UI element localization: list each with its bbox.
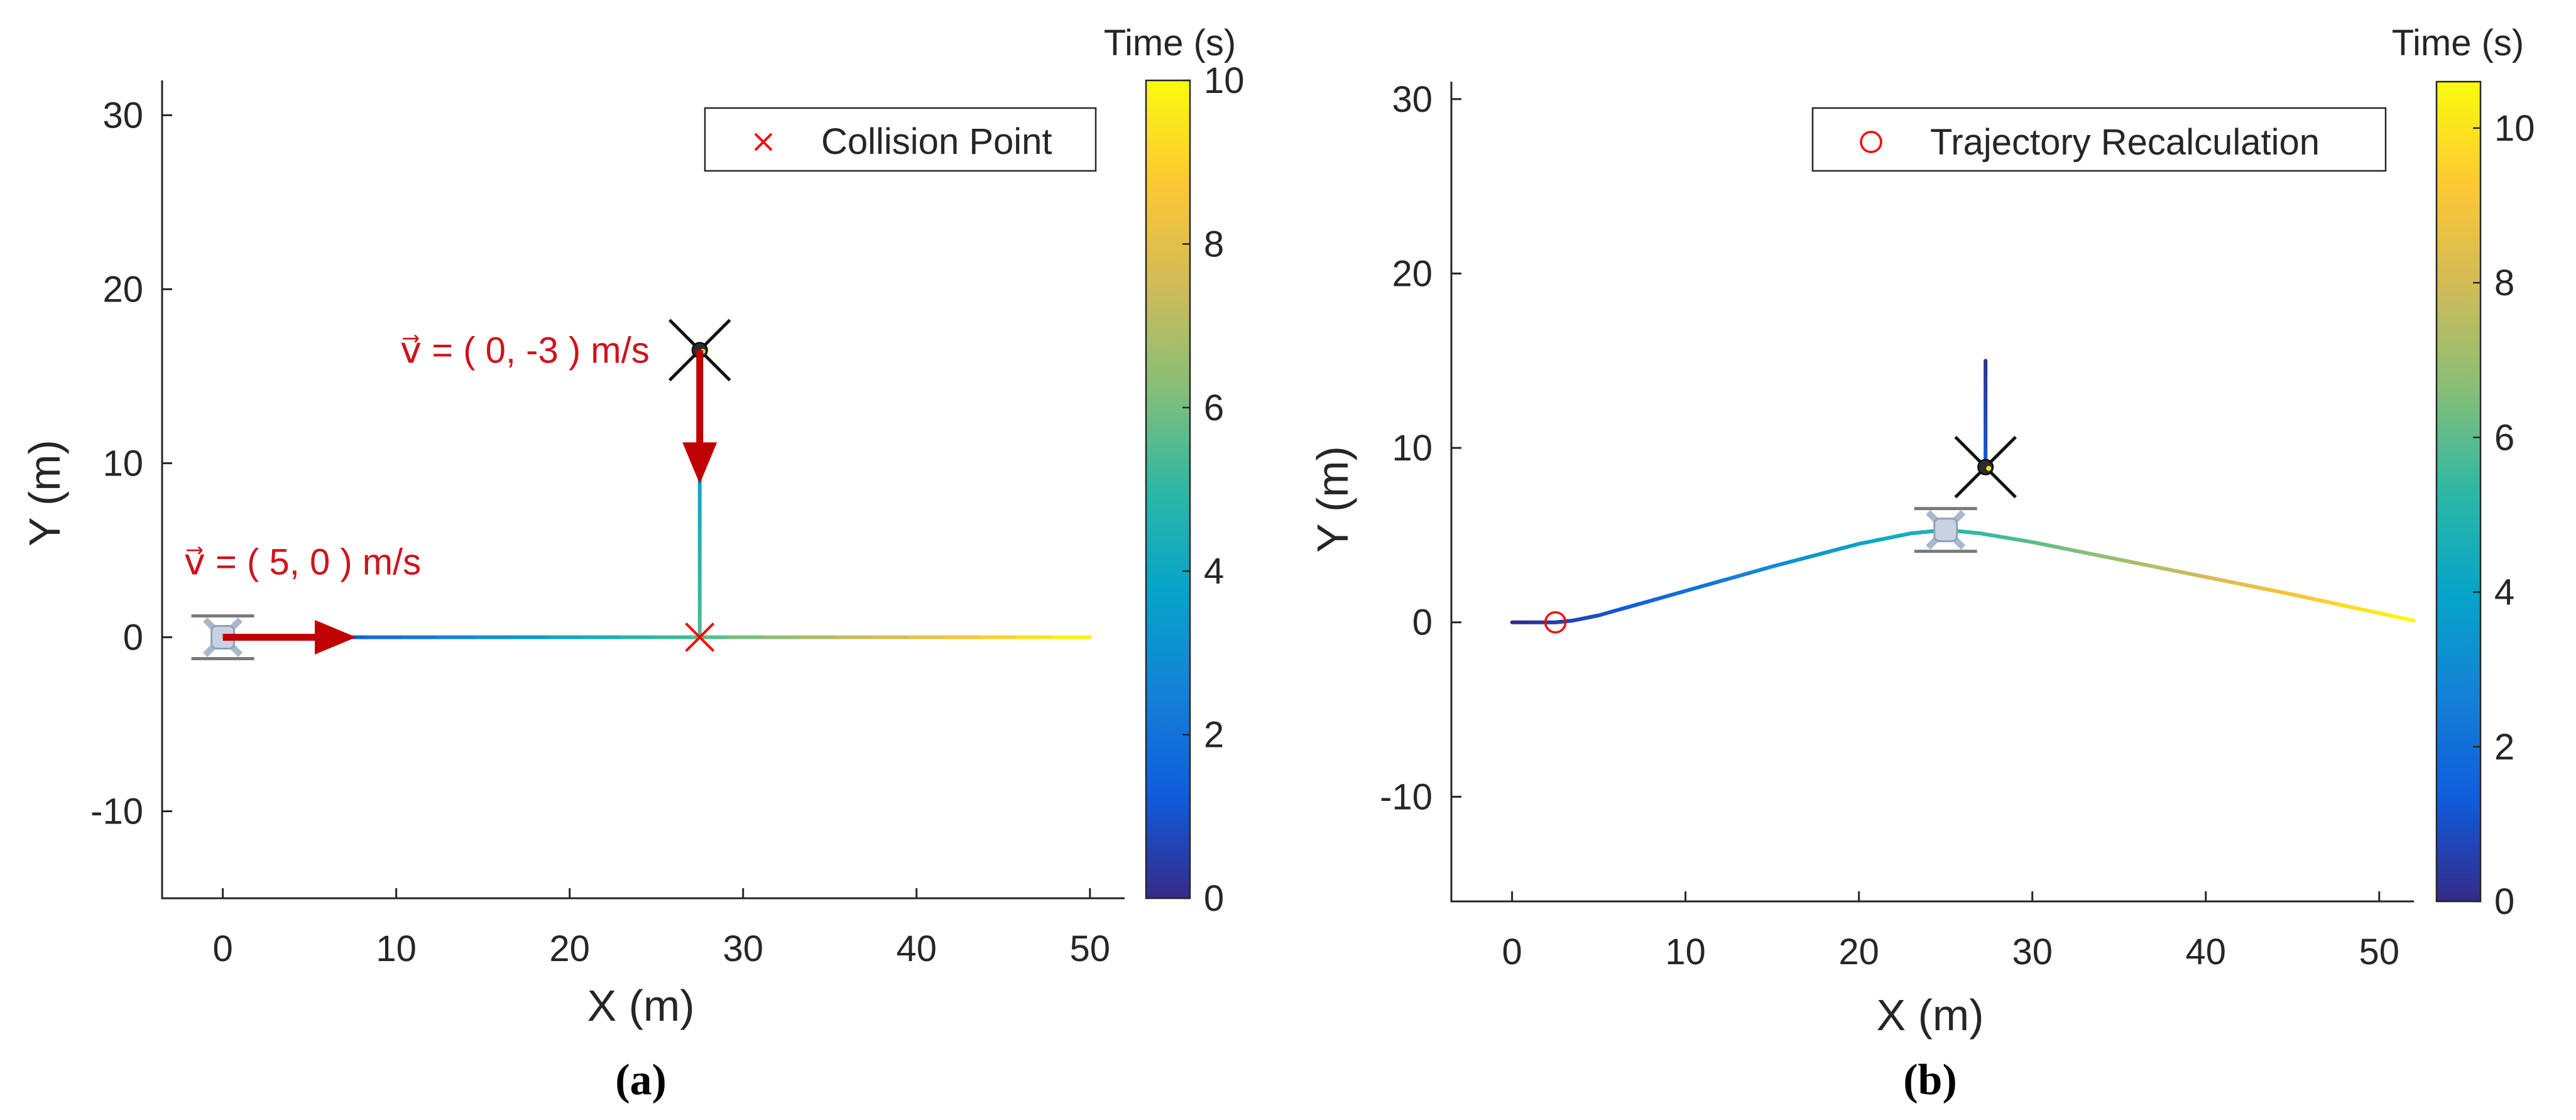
- colorbar-tick-label: 2: [1204, 715, 1224, 756]
- legend-label-b: Trajectory Recalculation: [1930, 122, 2320, 163]
- colorbar-tick-label: 4: [1204, 551, 1224, 592]
- plot-area-b: [1451, 82, 2414, 901]
- trajectories-b: [1510, 359, 2416, 624]
- colorbar-tick-label: 2: [2494, 727, 2514, 768]
- x-tick-label: 30: [723, 928, 763, 969]
- velocity-arrows-a: v⃗ = ( 5, 0 ) m/s v⃗ = ( 0, -3 ) m/s: [184, 330, 718, 655]
- x-tick-label: 40: [896, 928, 937, 969]
- y-axis-label-b: Y (m): [1308, 446, 1357, 553]
- colorbar-gradient-a: [1145, 79, 1191, 900]
- colorbar-tick-label: 0: [1204, 878, 1224, 919]
- markers-b: [1544, 611, 1567, 634]
- colorbar-title-b: Time (s): [2392, 23, 2524, 63]
- y-tick-label: 10: [1392, 428, 1433, 469]
- legend-a: Collision Point: [704, 107, 1097, 172]
- colorbar-ticks-a: 0 2 4 6 8 10: [1182, 60, 1245, 919]
- y-tick-label: 10: [102, 443, 143, 484]
- x-tick-label: 20: [1838, 932, 1879, 972]
- markers-a: [685, 623, 715, 652]
- plot-area-a: [162, 80, 1125, 898]
- legend-label-a: Collision Point: [821, 121, 1052, 162]
- x-tick-label: 0: [1502, 932, 1522, 972]
- y-tick-label: 30: [102, 95, 143, 136]
- x-tick-label: 50: [2359, 932, 2400, 972]
- collision-point-marker: [685, 623, 715, 652]
- legend-box-a: [704, 107, 1097, 172]
- legend-circle-marker-icon: [1860, 131, 1882, 153]
- panel-caption-b: (b): [1903, 1056, 1957, 1104]
- velocity-label: v⃗ = ( 5, 0 ) m/s: [184, 541, 422, 582]
- trajectory-drone-1-trajectory: [1510, 528, 2416, 624]
- colorbar-tick-label: 0: [2494, 881, 2514, 922]
- colorbar-tick-label: 8: [2494, 263, 2514, 303]
- x-tick-label: 10: [1665, 932, 1706, 972]
- colorbar-title-a: Time (s): [1104, 23, 1236, 63]
- y-tick-label: 20: [102, 269, 143, 310]
- velocity-label: v⃗ = ( 0, -3 ) m/s: [400, 330, 650, 371]
- axes-frame-a: [161, 80, 1125, 900]
- drone-icon: [1914, 507, 1977, 553]
- y-tick-label: 20: [1392, 253, 1433, 294]
- y-tick-label: 0: [1412, 602, 1433, 643]
- axes-frame-b: [1450, 82, 2414, 903]
- legend-box-b: [1811, 107, 2387, 172]
- x-tick-label: 20: [549, 928, 590, 969]
- panel-caption-a: (a): [615, 1056, 667, 1104]
- colorbar-ticks-b: 0 2 4 6 8 10: [2473, 108, 2535, 922]
- x-tick-label: 30: [2012, 932, 2053, 972]
- x-tick-label: 40: [2185, 932, 2226, 972]
- legend-b: Trajectory Recalculation: [1811, 107, 2387, 172]
- trajectory-segment: [2406, 617, 2416, 623]
- y-axis-label-a: Y (m): [20, 440, 69, 546]
- x-tick-label: 10: [376, 928, 417, 969]
- legend-x-marker-icon: [754, 133, 773, 151]
- colorbar-tick-label: 8: [1204, 224, 1224, 264]
- colorbar-tick-label: 6: [1204, 388, 1224, 428]
- x-axis-label-a: X (m): [587, 981, 694, 1030]
- y-tick-label: 30: [1392, 79, 1433, 120]
- colorbar-tick-label: 4: [2494, 572, 2514, 613]
- recalculation-marker: [1544, 611, 1567, 634]
- y-tick-label: 0: [123, 617, 143, 658]
- y-tick-label: -10: [1380, 776, 1433, 817]
- colorbar-a: 0 2 4 6 8 10 Time (s): [1104, 23, 1245, 919]
- y-tick-label: -10: [90, 791, 143, 832]
- colorbar-b: 0 2 4 6 8 10 Time (s): [2392, 23, 2535, 922]
- colorbar-tick-label: 6: [2494, 417, 2514, 458]
- drones-b: [1914, 435, 2017, 553]
- drone-icon: [1954, 435, 2017, 499]
- x-tick-label: 0: [212, 928, 232, 969]
- x-tick-label: 50: [1070, 928, 1111, 969]
- x-axis-label-b: X (m): [1876, 991, 1984, 1040]
- ticks-a: 0 10 20 30 40 50 -10 0 10 20 30: [90, 95, 1110, 969]
- colorbar-gradient-b: [2435, 80, 2482, 903]
- colorbar-tick-label: 10: [2494, 108, 2535, 149]
- ticks-b: 0 10 20 30 40 50 -10 0 10 20 30: [1380, 79, 2399, 972]
- colorbar-tick-label: 10: [1204, 60, 1245, 101]
